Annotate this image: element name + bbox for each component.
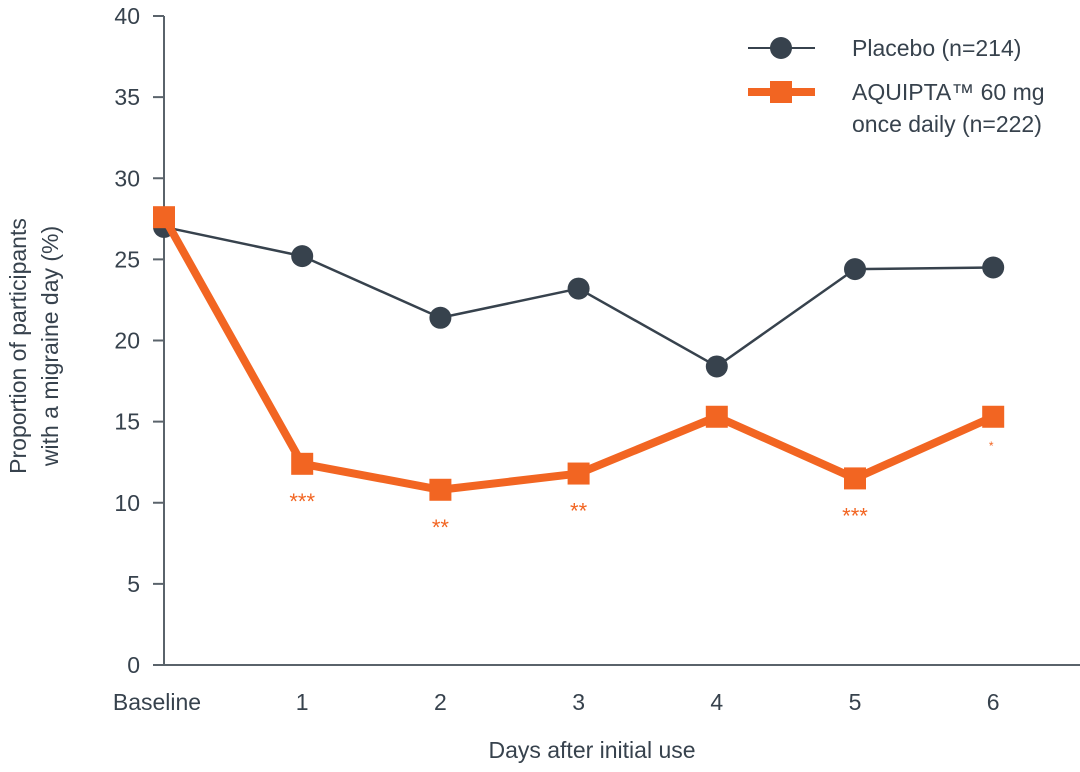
legend-placebo-marker [770,37,792,59]
y-tick-label: 20 [114,328,140,354]
data-point [982,405,1005,428]
significance-annotation: *** [289,489,315,514]
data-point [291,452,314,475]
data-point [153,206,175,229]
y-tick-label: 10 [114,490,140,516]
series-line [160,215,995,494]
y-tick-label: 15 [114,409,140,435]
x-tick-label: 4 [710,689,723,715]
x-axis: Baseline 1 2 3 4 5 6 [113,664,1080,715]
data-point [844,258,866,281]
series-placebo [153,215,1005,378]
significance-annotation: ** [570,499,588,524]
data-point [567,462,590,485]
series-group: ******* **** [153,206,1005,540]
data-point [567,277,590,300]
y-tick-label: 5 [127,571,140,597]
data-point [705,405,728,428]
legend-placebo-label: Placebo (n=214) [852,35,1021,61]
data-point [429,306,452,329]
data-point [705,355,728,378]
x-tick-label: 3 [572,689,585,715]
significance-annotation: * [989,439,994,453]
data-point [429,478,452,501]
legend-aquipta-label-line-2: once daily (n=222) [852,111,1042,137]
y-axis: 0 5 10 15 20 25 30 35 40 [114,3,165,678]
y-tick-label: 30 [114,165,140,191]
y-tick-label: 25 [114,246,140,272]
x-tick-label: 1 [296,689,309,715]
significance-annotation: ** [432,515,450,540]
x-tick-label: 2 [434,689,447,715]
y-tick-label: 35 [114,84,140,110]
y-axis-label-line-2: with a migraine day (%) [37,226,63,467]
data-point [291,245,314,268]
series-aquipta: ******* **** [153,206,1005,540]
y-tick-label: 40 [114,3,140,29]
data-point [844,467,866,490]
significance-annotation: *** [842,503,868,528]
y-tick-label: 0 [127,652,140,678]
x-tick-label: 6 [987,689,1000,715]
x-tick-label: 5 [849,689,862,715]
legend: Placebo (n=214) AQUIPTA™ 60 mg once dail… [748,35,1045,137]
data-point [982,256,1005,279]
legend-aquipta-marker [770,81,792,103]
x-axis-label: Days after initial use [488,737,695,763]
legend-aquipta-label-line-1: AQUIPTA™ 60 mg [852,79,1045,105]
x-tick-label: Baseline [113,689,201,715]
y-axis-label-line-1: Proportion of participants [5,218,31,474]
